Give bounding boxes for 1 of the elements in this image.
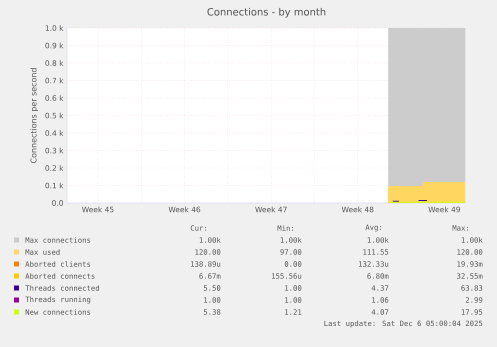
chart-title: Connections - by month [207,8,326,18]
